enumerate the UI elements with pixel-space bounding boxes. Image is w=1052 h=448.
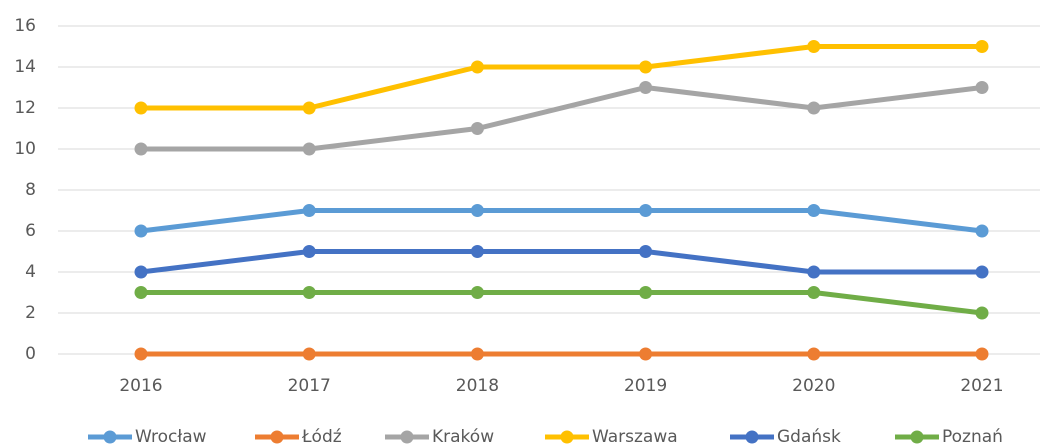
legend-label: Wrocław xyxy=(135,427,207,447)
y-tick-label: 8 xyxy=(25,180,36,200)
marker xyxy=(975,306,989,320)
marker xyxy=(470,347,484,361)
marker xyxy=(302,204,316,217)
marker xyxy=(975,265,989,279)
y-tick-label: 0 xyxy=(25,344,36,364)
legend-marker xyxy=(103,430,117,444)
legend-label: Gdańsk xyxy=(777,427,841,447)
marker xyxy=(302,101,316,115)
marker xyxy=(975,347,989,361)
marker xyxy=(134,265,148,279)
marker xyxy=(807,286,821,299)
y-tick-label: 14 xyxy=(14,57,36,77)
marker xyxy=(807,204,821,217)
marker xyxy=(134,347,148,361)
legend-marker xyxy=(745,430,759,444)
y-tick-label: 16 xyxy=(14,16,36,36)
marker xyxy=(470,60,484,74)
legend-marker xyxy=(270,430,284,444)
x-tick-label: 2020 xyxy=(792,376,835,396)
marker xyxy=(302,286,316,299)
legend-label: Warszawa xyxy=(592,427,678,447)
marker xyxy=(639,204,653,217)
marker xyxy=(975,224,989,238)
series-line xyxy=(141,290,983,316)
series-line xyxy=(140,249,982,275)
y-tick-label: 10 xyxy=(14,139,36,159)
marker xyxy=(975,81,989,94)
marker xyxy=(639,347,653,361)
marker xyxy=(807,101,821,115)
marker xyxy=(470,286,484,299)
marker xyxy=(470,122,484,135)
series-line xyxy=(141,85,983,152)
marker xyxy=(302,142,316,156)
marker xyxy=(470,204,484,217)
y-tick-label: 12 xyxy=(14,98,36,118)
marker xyxy=(134,142,148,156)
x-tick-label: 2017 xyxy=(288,376,331,396)
y-tick-label: 6 xyxy=(25,221,36,241)
marker xyxy=(639,60,653,74)
y-tick-label: 2 xyxy=(25,303,36,323)
legend-marker xyxy=(910,430,924,444)
legend-marker xyxy=(400,430,414,444)
legend-label: Poznań xyxy=(942,427,1003,447)
marker xyxy=(639,286,653,299)
marker xyxy=(639,245,653,258)
marker xyxy=(134,101,148,115)
marker xyxy=(302,347,316,361)
series-line xyxy=(140,208,983,234)
marker xyxy=(134,224,148,238)
legend-marker xyxy=(560,430,574,444)
marker xyxy=(807,347,821,361)
x-tick-label: 2018 xyxy=(456,376,499,396)
legend-label: Łódź xyxy=(301,427,342,447)
marker xyxy=(302,245,316,258)
legend-label: Kraków xyxy=(432,427,494,447)
x-tick-label: 2019 xyxy=(624,376,667,396)
x-tick-label: 2021 xyxy=(960,376,1003,396)
marker xyxy=(975,40,989,53)
marker xyxy=(639,81,653,94)
series-line xyxy=(141,44,982,111)
marker xyxy=(807,40,821,53)
marker xyxy=(807,265,821,279)
x-tick-label: 2016 xyxy=(119,376,162,396)
y-tick-label: 4 xyxy=(25,262,36,282)
marker xyxy=(470,245,484,258)
marker xyxy=(134,286,148,299)
